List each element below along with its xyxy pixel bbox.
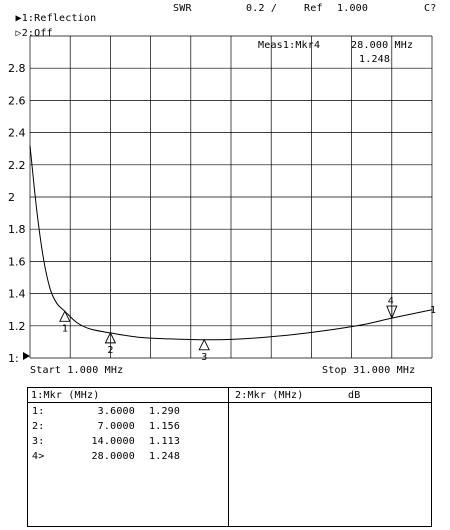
channel2-label: ▷2:Off (15, 28, 53, 39)
marker-table-panel (27, 387, 432, 527)
marker-freq: 14.0000 (91, 436, 135, 447)
marker-index: 3: (32, 436, 45, 447)
swr-trace (29, 145, 433, 341)
active-channel-arrow-icon: ▶ (15, 13, 22, 24)
channel1-label: ▶1:Reflection (15, 13, 97, 24)
y-tick-label: 1: (8, 352, 19, 365)
ref-value: 1.000 (337, 3, 369, 14)
marker-index: 2: (32, 421, 45, 432)
marker-readout-label: Meas1:Mkr4 (258, 40, 321, 51)
marker-value: 1.113 (149, 436, 181, 447)
status-code: C? (424, 3, 437, 14)
y-axis-ticks: 2.8 2.6 2.4 2.2 2 1.8 1.6 1.4 1.2 1: (8, 62, 26, 365)
reference-position-icon (23, 352, 30, 360)
stop-frequency: Stop 31.000 MHz (322, 365, 416, 376)
svg-text:1: 1 (62, 323, 68, 334)
y-tick-label: 2.8 (8, 62, 26, 75)
table2-header: 2:Mkr (MHz) (235, 390, 304, 401)
start-frequency: Start 1.000 MHz (30, 365, 124, 376)
marker-layer: 1 2 3 4 (59, 296, 398, 363)
marker-4-icon: 4 (386, 296, 398, 320)
marker-index: 1: (32, 406, 45, 417)
y-tick-label: 1.8 (8, 223, 26, 236)
marker-2-icon: 2 (104, 331, 117, 356)
marker-table-divider (228, 387, 229, 527)
marker-index: 4> (32, 451, 45, 462)
y-tick-label: 1.4 (8, 288, 26, 301)
table2-unit: dB (348, 390, 361, 401)
swr-chart: 2.8 2.6 2.4 2.2 2 1.8 1.6 1.4 1.2 1: 1 2 3 4 1 (8, 35, 436, 365)
inactive-channel-arrow-icon: ▷ (15, 28, 22, 39)
svg-text:2: 2 (107, 345, 113, 356)
y-tick-label: 1.6 (8, 255, 26, 268)
marker-value: 1.290 (149, 406, 181, 417)
marker-value: 1.156 (149, 421, 181, 432)
marker-readout-value: 1.248 (359, 54, 391, 65)
marker-freq: 28.0000 (91, 451, 135, 462)
marker-freq: 3.6000 (97, 406, 135, 417)
marker-freq: 7.0000 (97, 421, 135, 432)
y-tick-label: 2.6 (8, 94, 26, 107)
format-label: SWR (173, 3, 192, 14)
svg-text:3: 3 (201, 352, 207, 363)
y-tick-label: 2.4 (8, 127, 26, 140)
marker-value: 1.248 (149, 451, 181, 462)
trace-end-label: 1 (430, 305, 436, 316)
y-tick-label: 1.2 (8, 320, 26, 333)
table1-header: 1:Mkr (MHz) (31, 390, 100, 401)
scale-label: 0.2 / (246, 3, 278, 14)
svg-text:4: 4 (388, 296, 394, 307)
y-tick-label: 2.2 (8, 159, 26, 172)
y-tick-label: 2 (8, 191, 15, 204)
marker-3-icon: 3 (198, 338, 210, 363)
ref-label: Ref (304, 3, 323, 14)
marker-table-header-rule (27, 402, 432, 403)
marker-1-icon: 1 (59, 310, 71, 334)
graticule-grid (29, 35, 433, 359)
marker-readout-freq: 28.000 MHz (351, 40, 414, 51)
